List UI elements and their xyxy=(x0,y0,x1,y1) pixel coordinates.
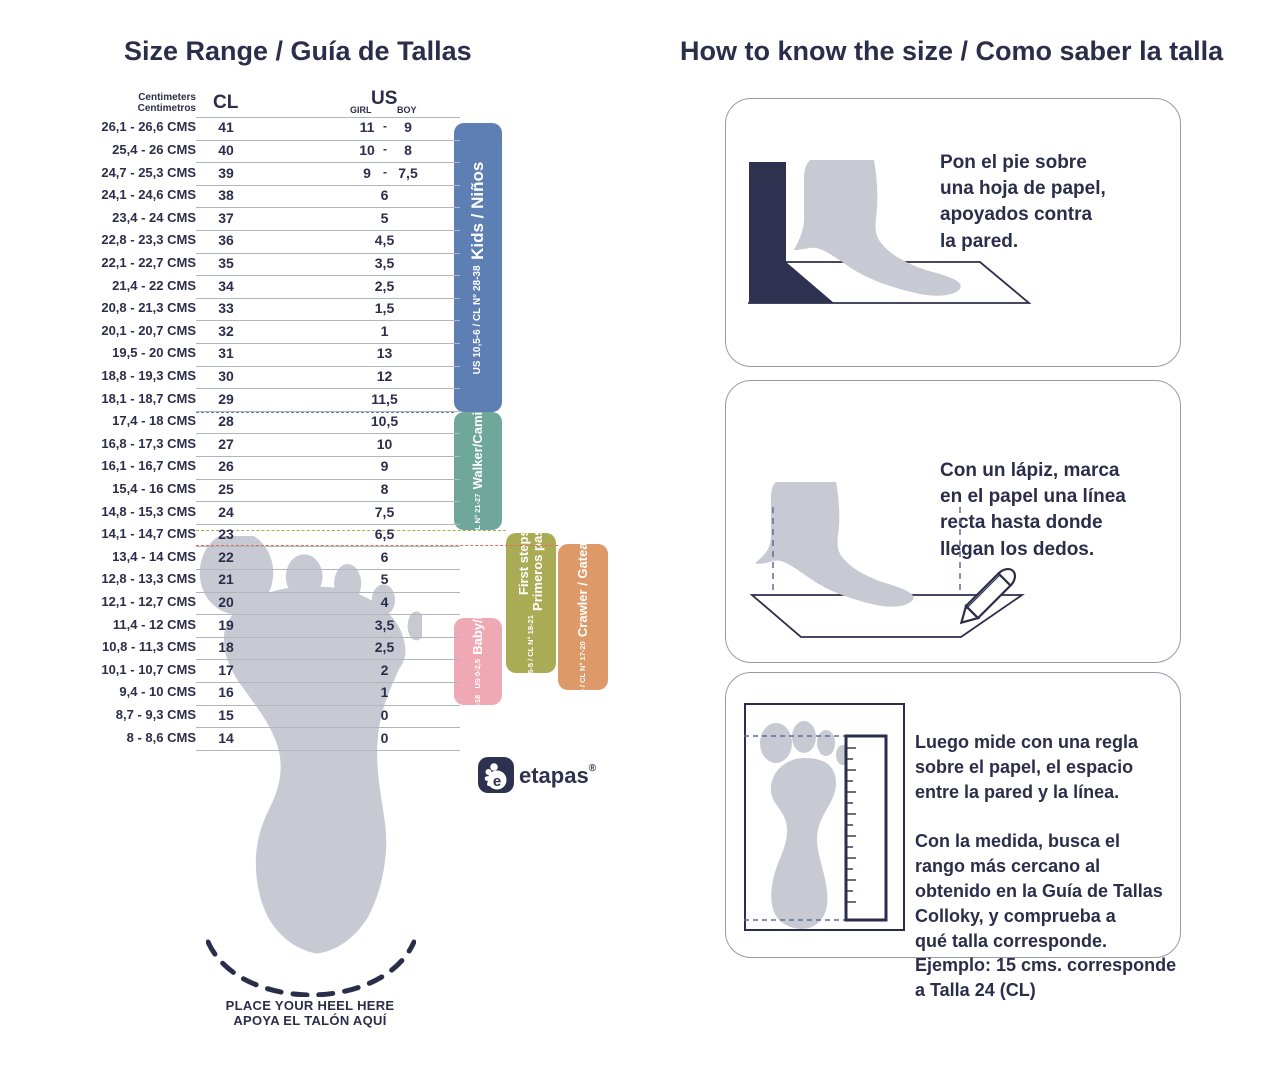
svg-text:e: e xyxy=(493,773,501,790)
